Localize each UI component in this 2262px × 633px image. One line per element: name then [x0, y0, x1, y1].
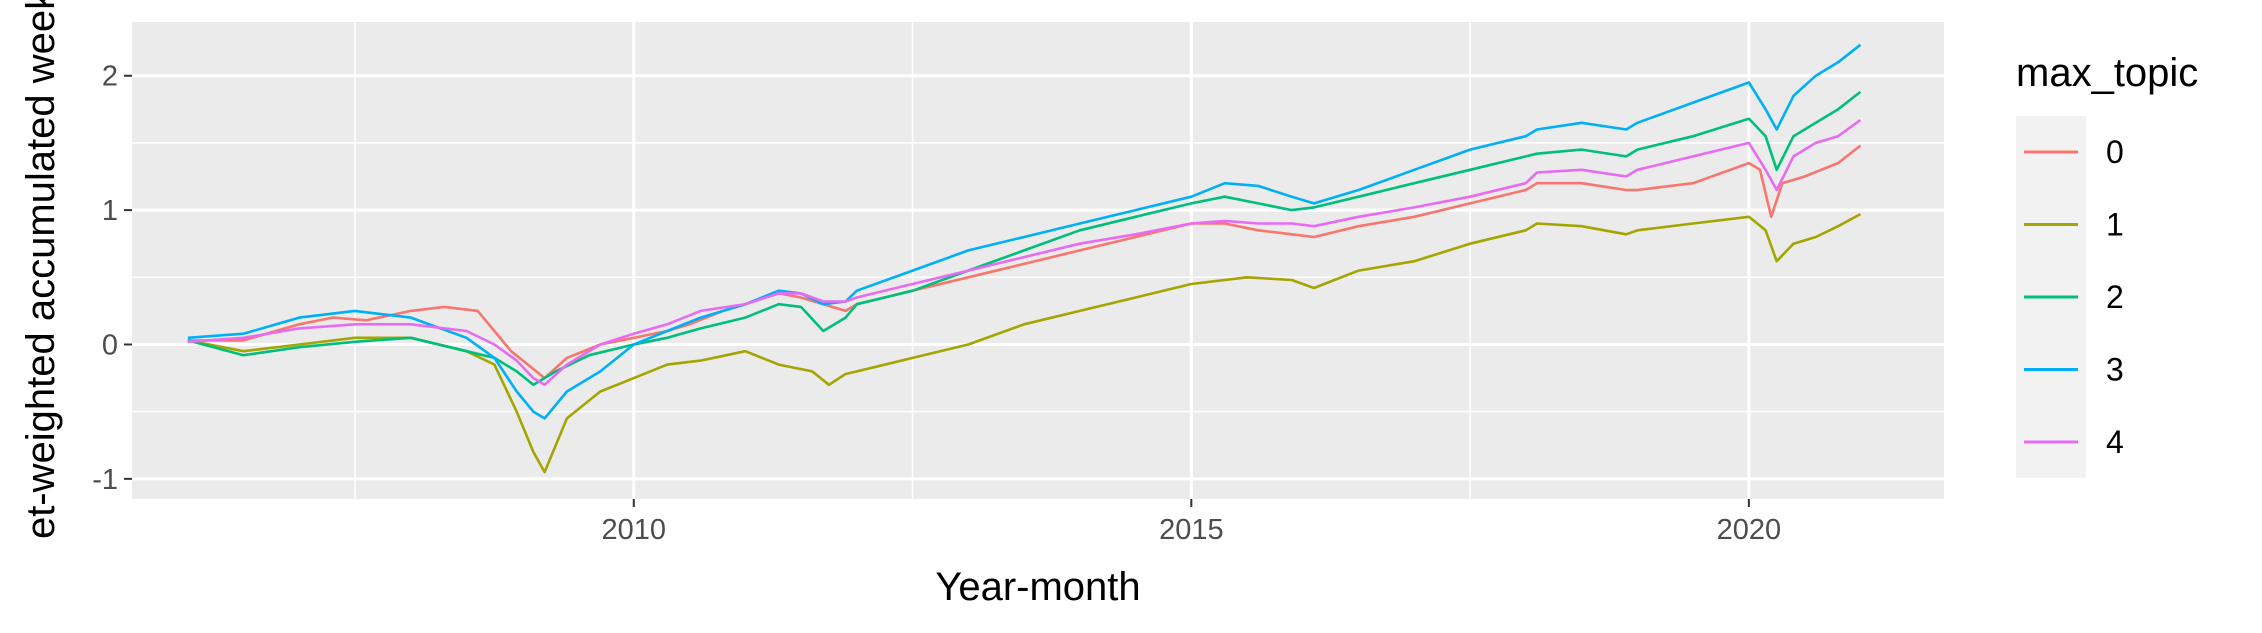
- x-tick-label: 2015: [1159, 514, 1224, 546]
- series-line-4: [187, 119, 1862, 387]
- minor-gridlines: [132, 22, 1944, 499]
- legend-label-4: 4: [2106, 424, 2124, 460]
- legend-label-0: 0: [2106, 134, 2124, 170]
- x-tick-label: 2020: [1717, 514, 1782, 546]
- x-tick-label: 2010: [602, 514, 667, 546]
- legend-title: max_topic: [2016, 51, 2198, 95]
- y-tick-label: 2: [102, 61, 118, 93]
- series-lines: [187, 43, 1862, 474]
- legend-label-2: 2: [2106, 279, 2124, 315]
- y-axis-title: et-weighted accumulated weekl: [19, 0, 63, 539]
- series-line-0: [187, 144, 1862, 380]
- series-line-3: [187, 43, 1862, 420]
- series-line-1: [187, 212, 1862, 474]
- legend-label-3: 3: [2106, 352, 2124, 388]
- y-axis-ticks: -1 0 1 2: [92, 61, 132, 496]
- x-axis-ticks: 2010 2015 2020: [602, 499, 1782, 546]
- x-axis-title: Year-month: [935, 565, 1140, 609]
- legend: max_topic 0 1 2 3 4: [2016, 51, 2198, 478]
- y-tick-label: 0: [102, 329, 118, 361]
- y-tick-label: -1: [92, 464, 118, 496]
- legend-label-1: 1: [2106, 207, 2124, 243]
- series-line-2: [187, 90, 1862, 387]
- y-tick-label: 1: [102, 195, 118, 227]
